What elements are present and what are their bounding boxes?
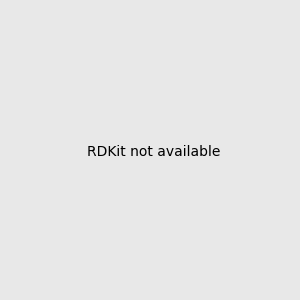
Text: RDKit not available: RDKit not available (87, 145, 220, 158)
